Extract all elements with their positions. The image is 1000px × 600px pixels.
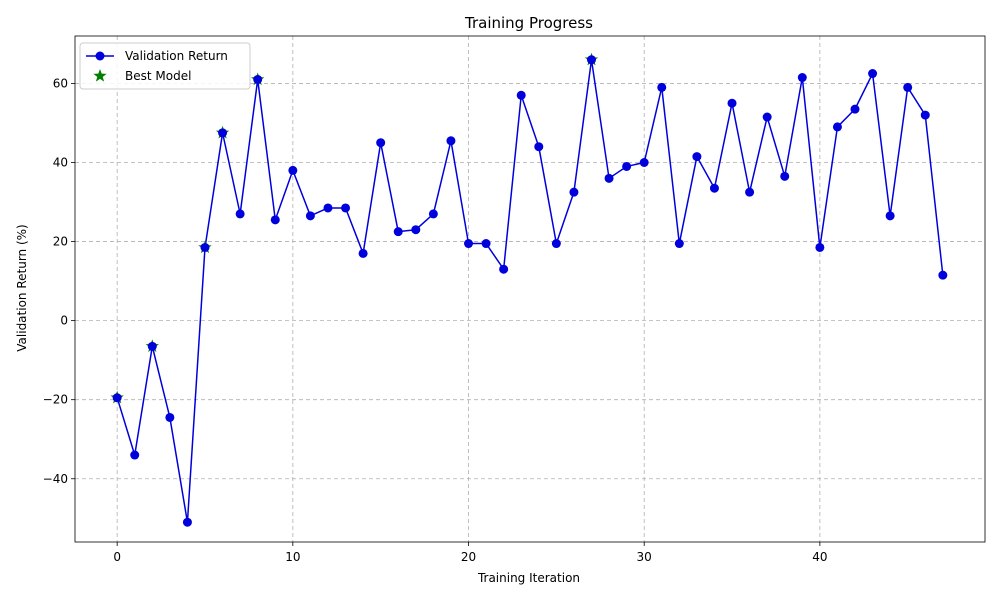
validation-return-point [534,142,544,152]
validation-return-point [376,138,386,148]
validation-return-point [622,161,632,171]
x-tick-label: 0 [113,550,121,564]
validation-return-point [218,128,228,138]
validation-return-point [920,110,930,120]
validation-return-point [499,264,509,274]
validation-return-point [393,227,403,237]
x-tick-label: 20 [461,550,476,564]
grid [75,36,985,542]
validation-return-point [762,112,772,122]
validation-return-point [182,517,192,527]
validation-return-point [868,69,878,79]
validation-return-point [235,209,245,219]
validation-return-point [727,98,737,108]
x-axis: 0 10 20 30 40 [113,542,828,564]
validation-return-point [130,450,140,460]
validation-return-point [464,239,474,249]
legend: Validation Return Best Model [79,42,251,90]
validation-return-point [516,90,526,100]
plot-frame [74,35,986,543]
y-tick-label: −40 [43,472,68,486]
y-tick-label: 0 [60,314,68,328]
legend-frame [79,42,251,90]
validation-return-point [446,136,456,146]
validation-return-point [428,209,438,219]
validation-return-point [112,393,122,403]
validation-return-point [780,171,790,181]
validation-return-point [253,74,263,84]
validation-return-point [147,341,157,351]
validation-return-point [551,239,561,249]
y-tick-label: 20 [53,235,68,249]
validation-return-point [903,82,913,92]
y-axis: −40 −20 0 20 40 60 [43,76,75,486]
validation-return-point [323,203,333,213]
validation-return-point [569,187,579,197]
legend-label-best-model: Best Model [125,69,191,83]
validation-return-point [358,248,368,258]
validation-return-point [657,82,667,92]
validation-return-point [797,73,807,83]
validation-return-point [745,187,755,197]
validation-return-point [288,165,298,175]
validation-return-point [815,242,825,252]
x-tick-label: 40 [812,550,827,564]
validation-return-point [270,215,280,225]
validation-return-point [832,122,842,132]
validation-return-point [586,55,596,65]
validation-return-point [200,242,210,252]
y-tick-label: 40 [53,156,68,170]
validation-return-point [411,225,421,235]
x-tick-label: 10 [285,550,300,564]
validation-return-line [116,58,944,523]
validation-return-point [341,203,351,213]
validation-return-point [305,211,315,221]
validation-return-point [674,239,684,249]
validation-return-point [604,173,614,183]
x-tick-label: 30 [637,550,652,564]
legend-marker-best-model [93,69,107,82]
validation-return-point [709,183,719,193]
validation-return-point [885,211,895,221]
y-tick-label: −20 [43,393,68,407]
series-layer [110,52,948,527]
legend-label-validation-return: Validation Return [125,49,228,63]
validation-return-point [165,412,175,422]
validation-return-point [639,158,649,167]
validation-return-point [850,104,860,114]
x-axis-label: Training Iteration [477,571,580,585]
validation-return-point [692,152,702,162]
chart-title: Training Progress [464,14,593,32]
legend-marker-validation-return [95,51,105,61]
y-tick-label: 60 [53,76,68,90]
validation-return-point [938,270,948,280]
y-axis-label: Validation Return (%) [15,224,29,351]
validation-return-point [481,239,491,249]
